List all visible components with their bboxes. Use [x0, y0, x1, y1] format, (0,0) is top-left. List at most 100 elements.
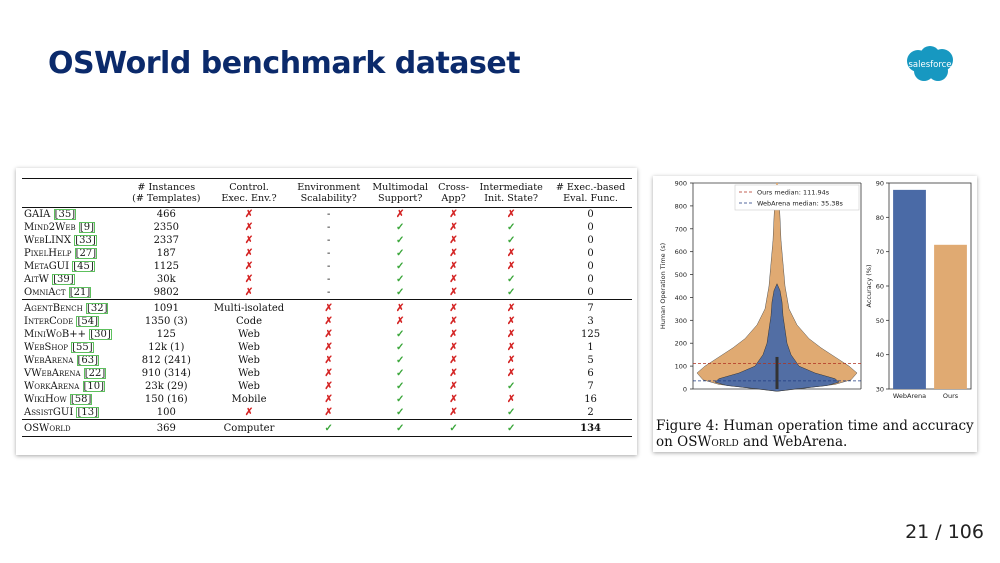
citation-link[interactable]: [27]: [74, 248, 98, 259]
cell-cross: ✗: [434, 234, 473, 247]
check-mark-icon: ✓: [396, 248, 405, 259]
citation-link[interactable]: [35]: [53, 209, 77, 220]
bar-category-label: Ours: [943, 392, 959, 400]
cell-cross: ✗: [434, 341, 473, 354]
citation-link[interactable]: [10]: [82, 381, 106, 392]
cell-cross: ✗: [434, 286, 473, 300]
cell-cross: ✗: [434, 315, 473, 328]
citation-link[interactable]: [58]: [69, 394, 93, 405]
citation-link[interactable]: [54]: [76, 316, 99, 327]
check-mark-icon: ✓: [506, 381, 516, 392]
benchmark-name: WebLINX [33]: [22, 234, 125, 247]
cell-mm: ✓: [367, 380, 434, 393]
benchmark-name-text: OSWorld: [24, 422, 71, 434]
salesforce-logo: salesforce: [907, 46, 953, 81]
cell-inter: ✗: [473, 208, 549, 222]
table-row: VWebArena [22] 910 (314) Web ✗ ✓ ✗ ✗ 6: [22, 367, 632, 380]
cross-mark-icon: ✗: [244, 274, 254, 285]
cross-mark-icon: ✗: [506, 248, 516, 259]
cell-scal: ✗: [291, 315, 367, 328]
table-row: WebShop [55] 12k (1) Web ✗ ✓ ✗ ✗ 1: [22, 341, 632, 354]
cell-control: ✗: [207, 273, 291, 286]
citation-link[interactable]: [22]: [83, 368, 107, 379]
cross-mark-icon: ✗: [324, 342, 333, 353]
check-mark-icon: ✓: [396, 329, 405, 340]
cell-mm: ✓: [367, 393, 434, 406]
cell-eval: 0: [587, 248, 594, 259]
cross-mark-icon: ✗: [324, 303, 333, 314]
cross-mark-icon: ✗: [244, 222, 254, 233]
cell-mm: ✓: [367, 286, 434, 300]
cross-mark-icon: ✗: [244, 261, 254, 272]
cell-control: Web: [238, 329, 260, 340]
cross-mark-icon: ✗: [324, 381, 333, 392]
citation-link[interactable]: [32]: [85, 303, 109, 314]
violin-outlier: [776, 183, 778, 186]
cell-eval: 2: [587, 407, 594, 418]
citation-link[interactable]: [33]: [74, 235, 97, 246]
citation-link[interactable]: [45]: [72, 261, 95, 272]
table-row: OmniAct [21] 9802 ✗ - ✓ ✗ ✓ 0: [22, 286, 632, 300]
cell-instances: 187: [156, 248, 176, 259]
citation-link[interactable]: [55]: [71, 342, 94, 353]
table-row: MiniWoB++ [30] 125 Web ✗ ✓ ✗ ✗ 125: [22, 328, 632, 341]
cell-inter: ✗: [473, 367, 549, 380]
cross-mark-icon: ✗: [449, 248, 458, 259]
cross-mark-icon: ✗: [506, 316, 516, 327]
benchmark-name: OmniAct [21]: [22, 286, 125, 300]
violin-y-tick-label: 900: [675, 180, 687, 188]
cell-cross: ✗: [434, 221, 473, 234]
bar-y-tick-label: 40: [876, 351, 884, 359]
check-mark-icon: ✓: [506, 422, 516, 434]
slide-title: OSWorld benchmark dataset: [48, 46, 521, 81]
cell-inter: ✓: [473, 286, 549, 300]
cross-mark-icon: ✗: [449, 316, 458, 327]
citation-link[interactable]: [39]: [52, 274, 75, 285]
benchmark-name-text: WikiHow: [24, 394, 67, 405]
violin-chart: 0 100 200 300 400 500 600 700 800 900 Human Operat…: [659, 180, 862, 394]
cell-mm: ✗: [367, 315, 434, 328]
cross-mark-icon: ✗: [449, 381, 458, 392]
citation-link[interactable]: [63]: [76, 355, 100, 366]
table-row: AitW [39] 30k ✗ - ✓ ✗ ✓ 0: [22, 273, 632, 286]
cell-cross: ✗: [434, 393, 473, 406]
citation-link[interactable]: [9]: [78, 222, 95, 233]
cell-inter: ✗: [473, 341, 549, 354]
table-row: GAIA [35] 466 ✗ - ✗ ✗ ✗ 0: [22, 208, 632, 222]
caption-text-3: and WebArena.: [742, 434, 848, 450]
table-header-4: Multimodal Support?: [366, 178, 434, 208]
citation-link[interactable]: [30]: [89, 329, 112, 340]
violin-y-label: Human Operation Time (s): [659, 243, 667, 329]
cell-inter: ✗: [473, 247, 549, 260]
cell-mm: ✓: [367, 367, 434, 380]
citation-link[interactable]: [21]: [68, 287, 92, 298]
check-mark-icon: ✓: [396, 394, 405, 405]
violin-y-tick-label: 500: [675, 271, 687, 279]
cross-mark-icon: ✗: [506, 342, 516, 353]
cross-mark-icon: ✗: [506, 394, 516, 405]
benchmark-name: PixelHelp [27]: [22, 247, 125, 260]
table-row: WorkArena [10] 23k (29) Web ✗ ✓ ✗ ✓ 7: [22, 380, 632, 393]
cross-mark-icon: ✗: [244, 407, 254, 418]
benchmark-name-text: WebShop: [24, 342, 68, 353]
cell-mm: ✓: [367, 273, 434, 286]
cell-instances: 12k (1): [148, 342, 185, 353]
cell-scal: -: [327, 209, 331, 220]
citation-link[interactable]: [13]: [76, 407, 100, 418]
violin-webarena: [714, 283, 840, 392]
cell-inter: ✗: [473, 328, 549, 341]
cell-instances: 369: [125, 419, 208, 437]
cell-cross: ✓: [433, 419, 474, 437]
table-header-row: # Instances (# Templates) Control. Exec. En…: [22, 178, 632, 208]
caption-label: Figure 4:: [656, 418, 719, 434]
cell-inter: ✗: [473, 260, 549, 273]
cell-cross: ✗: [434, 260, 473, 273]
cell-control: Code: [236, 316, 263, 327]
check-mark-icon: ✓: [396, 422, 405, 434]
table-row: PixelHelp [27] 187 ✗ - ✓ ✗ ✗ 0: [22, 247, 632, 260]
benchmark-name-text: AssistGUI: [24, 407, 74, 418]
benchmark-name: AgentBench [32]: [22, 299, 126, 315]
benchmark-name: WebShop [55]: [22, 341, 125, 354]
bar-webarena: [893, 189, 926, 389]
check-mark-icon: ✓: [449, 422, 458, 434]
